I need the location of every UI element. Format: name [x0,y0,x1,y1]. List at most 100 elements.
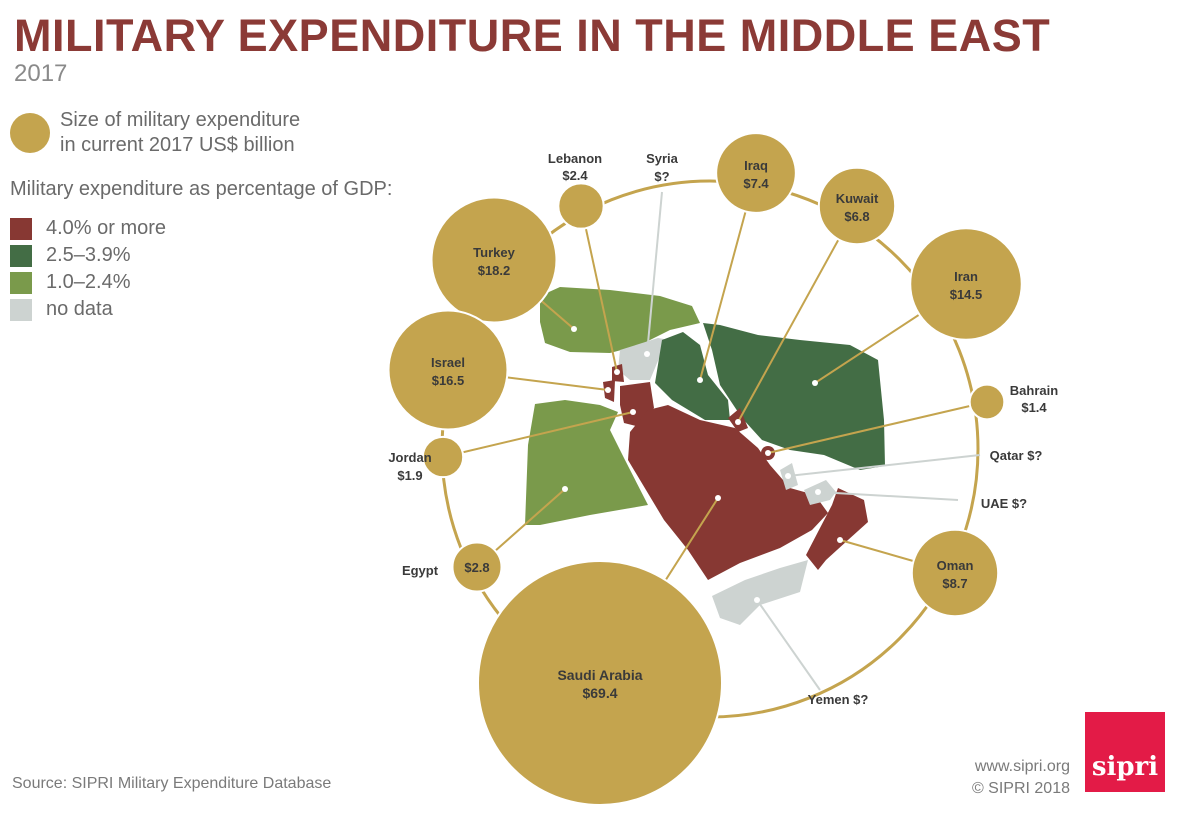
chart-subtitle: 2017 [14,60,68,87]
size-legend-line-1: Size of military expenditure [60,109,301,131]
anchor-dot-uae [815,489,821,495]
footer-credits: www.sipri.org © SIPRI 2018 [972,756,1070,800]
name-label-oman: Oman [937,558,974,573]
name-label-iraq: Iraq [744,158,768,173]
value-label-oman: $8.7 [942,576,967,591]
gdp-legend-item: 1.0–2.4% [10,269,166,296]
anchor-dot-lebanon [614,369,620,375]
anchor-dot-saudi-arabia [715,495,721,501]
chart-title: MILITARY EXPENDITURE IN THE MIDDLE EAST [14,10,1051,61]
value-label-kuwait: $6.8 [844,209,869,224]
value-label-jordan: $1.9 [397,468,422,483]
gdp-swatch-1-0 [10,271,32,294]
gdp-swatch-2-5 [10,244,32,267]
bubble-jordan [421,435,465,479]
value-label-iran: $14.5 [950,287,983,302]
gdp-legend-title: Military expenditure as percentage of GD… [10,178,393,200]
bubble-bahrain [968,383,1006,421]
map-oman [806,488,868,570]
sipri-logo-text: sipri [1091,752,1159,782]
anchor-dot-syria [644,351,650,357]
name-label-qatar: Qatar $? [990,448,1043,463]
anchor-dot-jordan [630,409,636,415]
bubble-iraq [715,132,797,214]
bubble-kuwait [817,166,897,246]
bubble-israel [387,309,509,431]
map-turkey [540,287,700,353]
bubble-egypt [451,541,503,593]
anchor-dot-turkey [571,326,577,332]
anchor-dot-kuwait [735,419,741,425]
bubbles [387,132,1023,806]
size-legend-bubble [10,113,50,153]
name-label-yemen: Yemen $? [808,692,869,707]
leader-line-qatar [787,454,981,477]
name-label-egypt: Egypt [402,563,439,578]
leader-line-lebanon [580,205,618,373]
gdp-swatch-no-data [10,298,32,321]
map-iraq [655,332,730,420]
gdp-legend-item: 4.0% or more [10,215,166,242]
gdp-legend-item: 2.5–3.9% [10,242,166,269]
value-label-bahrain: $1.4 [1021,400,1047,415]
value-label-syria: $? [654,169,669,184]
map-syria [618,338,670,380]
name-label-lebanon: Lebanon [548,151,602,166]
leader-line-kuwait [737,205,858,423]
name-label-israel: Israel [431,355,465,370]
value-label-egypt: $2.8 [464,560,489,575]
size-legend: Size of military expenditure in current … [10,108,300,158]
gdp-legend-label: 2.5–3.9% [46,244,131,266]
leader-line-syria [646,191,663,355]
anchor-dot-qatar [785,473,791,479]
leader-lines [442,172,988,691]
name-label-syria: Syria [646,151,679,166]
bubble-oman [910,528,1000,618]
gdp-legend: 4.0% or more 2.5–3.9% 1.0–2.4% no data [10,215,166,323]
name-label-bahrain: Bahrain [1010,383,1058,398]
footer-copyright: © SIPRI 2018 [971,780,1070,797]
bubble-turkey [430,196,558,324]
anchor-dot-bahrain [765,450,771,456]
anchor-dot-israel [605,387,611,393]
sipri-logo: sipri [1085,712,1165,792]
value-label-saudi-arabia: $69.4 [582,685,617,701]
name-label-jordan: Jordan [388,450,431,465]
gdp-legend-label: 4.0% or more [46,217,167,239]
anchor-dot-oman [837,537,843,543]
leader-line-jordan [442,411,634,458]
name-label-kuwait: Kuwait [836,191,879,206]
map-iran [703,323,885,470]
anchor-dot-yemen [754,597,760,603]
gdp-swatch-4plus [10,217,32,240]
name-label-uae: UAE $? [981,496,1027,511]
map-saudi-arabia [628,405,828,580]
value-label-israel: $16.5 [432,373,465,388]
country-labels: Saudi Arabia $69.4 Turkey $18.2 Israel $16.5 I… [388,151,1058,707]
name-label-saudi-arabia: Saudi Arabia [557,667,642,683]
footer-url[interactable]: www.sipri.org [974,758,1070,775]
country-map [525,287,885,625]
source-note: Source: SIPRI Military Expenditure Datab… [12,775,332,792]
anchor-dot-iran [812,380,818,386]
size-legend-line-2: in current 2017 US$ billion [60,134,295,156]
name-label-iran: Iran [954,269,978,284]
name-label-turkey: Turkey [473,245,515,260]
gdp-legend-item: no data [10,296,166,323]
value-label-turkey: $18.2 [478,263,511,278]
leader-line-yemen [756,599,821,691]
anchor-dot-iraq [697,377,703,383]
size-legend-text: Size of military expenditure in current … [60,108,300,158]
map-yemen [712,560,808,625]
bubble-saudi-arabia [477,560,723,806]
bubble-iran [909,227,1023,341]
bubble-lebanon [557,182,605,230]
gdp-legend-label: 1.0–2.4% [46,271,131,293]
anchor-dot-egypt [562,486,568,492]
leader-line-uae [817,491,959,501]
leader-line-bahrain [767,401,988,454]
value-label-lebanon: $2.4 [562,168,588,183]
gdp-legend-label: no data [46,298,113,320]
value-label-iraq: $7.4 [743,176,769,191]
